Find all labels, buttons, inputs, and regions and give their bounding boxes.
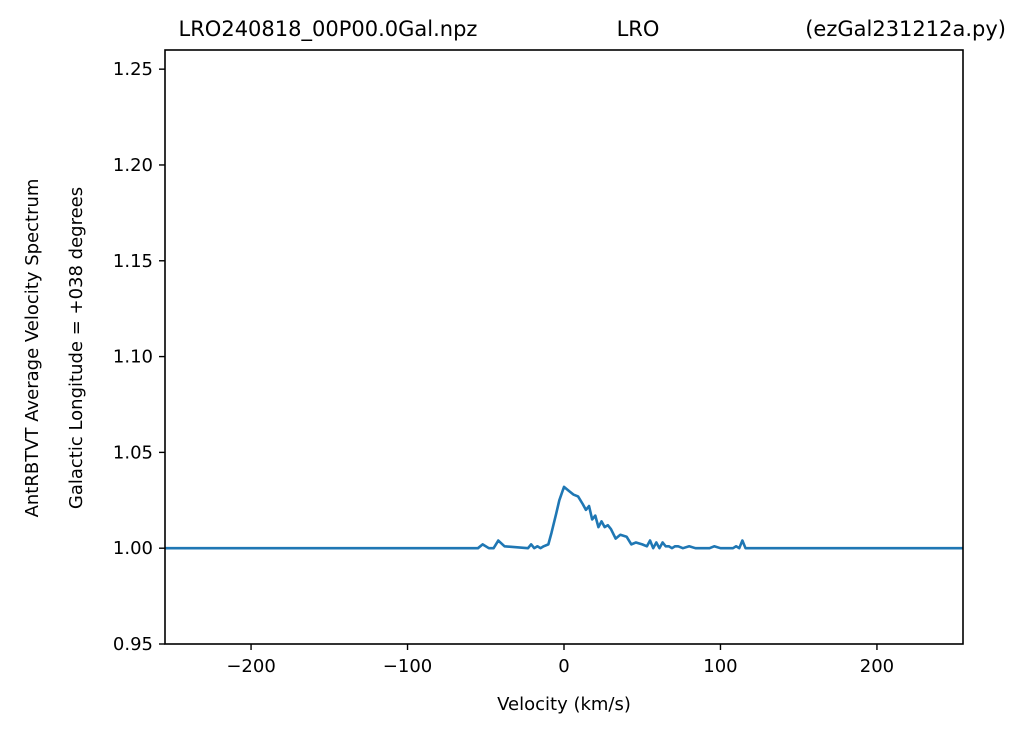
y-tick-label: 1.10 bbox=[113, 347, 153, 368]
x-axis-label: Velocity (km/s) bbox=[497, 694, 631, 715]
y-tick-label: 1.00 bbox=[113, 538, 153, 559]
chart-title-filename: LRO240818_00P00.0Gal.npz bbox=[179, 17, 478, 42]
y-axis-label-line2: Galactic Longitude = +038 degrees bbox=[66, 187, 87, 509]
chart-title-station: LRO bbox=[617, 17, 660, 41]
axes-frame bbox=[164, 49, 964, 645]
plot-area bbox=[165, 485, 963, 550]
x-tick-label: 0 bbox=[558, 656, 569, 677]
y-tick-label: 1.05 bbox=[113, 442, 153, 463]
y-axis-label-line1: AntRBTVT Average Velocity Spectrum bbox=[22, 179, 43, 518]
y-tick-label: 1.15 bbox=[113, 251, 153, 272]
y-tick-label: 1.25 bbox=[113, 59, 153, 80]
axes: −200 −100 0 100 200 0.95 1.00 1.05 1.10 1.15 1.20 1… bbox=[113, 49, 964, 677]
y-tick-label: 0.95 bbox=[113, 634, 153, 655]
series-line-0 bbox=[165, 485, 963, 550]
x-tick-label: 100 bbox=[703, 656, 737, 677]
x-tick-label: −100 bbox=[383, 656, 432, 677]
y-tick-label: 1.20 bbox=[113, 155, 153, 176]
x-tick-label: −200 bbox=[226, 656, 275, 677]
x-tick-label: 200 bbox=[860, 656, 894, 677]
chart-title-script: (ezGal231212a.py) bbox=[805, 17, 1006, 41]
